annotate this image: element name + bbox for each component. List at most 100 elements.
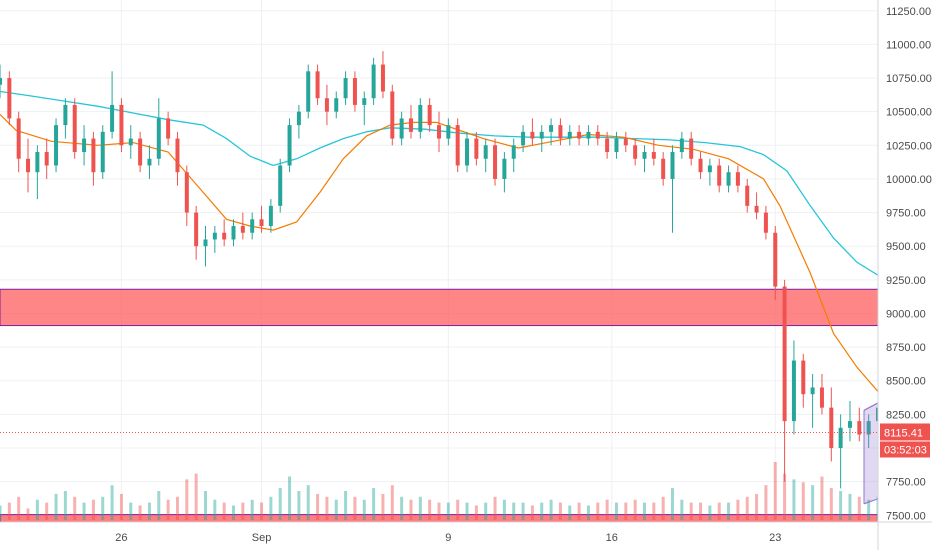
candle-body bbox=[212, 232, 217, 240]
candle-body bbox=[63, 104, 68, 126]
candle-body bbox=[390, 91, 395, 139]
candle-body bbox=[661, 158, 666, 179]
price-tick-label: 7500.00 bbox=[886, 510, 926, 522]
price-tick-label: 9000.00 bbox=[886, 308, 926, 320]
candle-body bbox=[306, 71, 311, 112]
candle-body bbox=[838, 427, 843, 449]
price-tick-label: 7750.00 bbox=[886, 477, 926, 489]
price-tick-label: 8750.00 bbox=[886, 342, 926, 354]
candle-body bbox=[138, 138, 143, 166]
candle-body bbox=[483, 145, 488, 159]
volume-bar bbox=[353, 496, 357, 520]
candle-body bbox=[166, 118, 171, 139]
candle-body bbox=[735, 172, 740, 186]
candle-body bbox=[100, 131, 105, 173]
volume-bar bbox=[717, 502, 721, 520]
candle-body bbox=[35, 152, 40, 173]
volume-bar bbox=[203, 491, 207, 520]
candle-body bbox=[549, 125, 554, 132]
volume-bar bbox=[222, 502, 226, 520]
candle-body bbox=[44, 152, 49, 166]
candle-body bbox=[278, 165, 283, 206]
candle-body bbox=[184, 172, 189, 213]
volume-bar bbox=[829, 488, 833, 520]
volume-bar bbox=[465, 502, 469, 520]
volume-bar bbox=[316, 493, 320, 520]
candle-body bbox=[54, 125, 59, 166]
volume-bar bbox=[250, 499, 254, 520]
volume-bar bbox=[820, 476, 824, 520]
candle-body bbox=[698, 158, 703, 173]
volume-bar bbox=[306, 485, 310, 520]
candle-body bbox=[16, 118, 21, 159]
volume-bar bbox=[521, 502, 525, 520]
candlesticks bbox=[0, 51, 927, 489]
volume-bar bbox=[727, 502, 731, 520]
time-axis-background bbox=[0, 522, 932, 550]
candle-body bbox=[343, 78, 348, 99]
volume-bar bbox=[157, 491, 161, 520]
candle-body bbox=[203, 239, 208, 247]
plot-background bbox=[0, 0, 878, 522]
volume-bar bbox=[119, 493, 123, 520]
volume-bar bbox=[0, 505, 2, 520]
candle-body bbox=[352, 78, 357, 105]
volume-bar bbox=[54, 493, 58, 520]
volume-bar bbox=[773, 462, 777, 520]
volume-bar bbox=[325, 496, 329, 520]
volume-bar bbox=[82, 502, 86, 520]
candle-body bbox=[119, 104, 124, 146]
volume-bar bbox=[699, 502, 703, 520]
candle-body bbox=[633, 145, 638, 159]
candle-body bbox=[670, 152, 675, 179]
price-tick-label: 8250.00 bbox=[886, 409, 926, 421]
candle-body bbox=[810, 387, 815, 395]
candle-body bbox=[857, 421, 862, 435]
candle-body bbox=[72, 104, 77, 153]
moving-average-fast-line bbox=[0, 113, 932, 409]
volume-bar bbox=[362, 499, 366, 520]
candle-body bbox=[427, 104, 432, 126]
candle-body bbox=[147, 158, 152, 166]
candle-body bbox=[567, 131, 572, 139]
candle-body bbox=[156, 118, 161, 159]
volume-bar bbox=[530, 505, 534, 520]
time-tick-label: 9 bbox=[445, 532, 451, 544]
candle-body bbox=[26, 158, 31, 173]
candle-body bbox=[91, 138, 96, 173]
volume-bar bbox=[372, 488, 376, 520]
volume-bar bbox=[129, 502, 133, 520]
candle-body bbox=[446, 125, 451, 139]
grid-lines bbox=[0, 0, 878, 522]
volume-bar bbox=[549, 499, 553, 520]
candle-body bbox=[315, 71, 320, 99]
candle-body bbox=[717, 165, 722, 186]
price-tick-label: 9750.00 bbox=[886, 208, 926, 220]
candle-body bbox=[371, 64, 376, 99]
candle-body bbox=[437, 125, 441, 139]
volume-bar bbox=[474, 505, 478, 520]
volume-bar bbox=[512, 502, 516, 520]
volume-bar bbox=[7, 502, 11, 520]
candle-body bbox=[605, 138, 610, 153]
volume-bar bbox=[577, 502, 581, 520]
candle-body bbox=[511, 145, 516, 159]
volume-bar bbox=[344, 491, 348, 520]
candle-body bbox=[324, 98, 329, 112]
candle-body bbox=[82, 138, 87, 153]
volume-bar bbox=[147, 502, 151, 520]
candle-body bbox=[175, 138, 180, 173]
volume-bar bbox=[428, 499, 432, 520]
candle-body bbox=[7, 78, 12, 119]
volume-bar bbox=[456, 499, 460, 520]
candle-body bbox=[595, 131, 600, 139]
candle-body bbox=[418, 104, 423, 132]
candle-body bbox=[399, 118, 404, 139]
candle-body bbox=[707, 165, 712, 173]
candle-body bbox=[773, 232, 778, 287]
volume-bar bbox=[63, 491, 67, 520]
candle-body bbox=[222, 232, 227, 240]
volume-bar bbox=[185, 479, 189, 520]
candle-body bbox=[231, 226, 236, 240]
